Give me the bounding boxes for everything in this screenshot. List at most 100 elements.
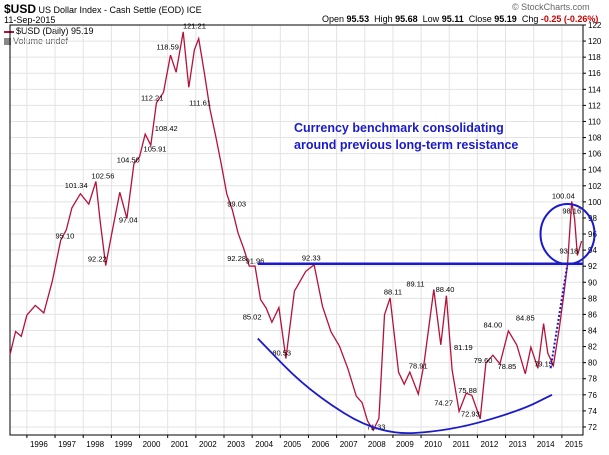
close-value: 95.19 <box>494 14 517 24</box>
price-label: 78.85 <box>498 362 517 371</box>
y-tick-label: 82 <box>588 343 597 352</box>
y-tick-label: 96 <box>588 230 597 239</box>
price-label: 85.02 <box>243 312 262 321</box>
y-tick-label: 122 <box>588 21 602 30</box>
x-tick-label: 2009 <box>396 440 414 449</box>
x-tick-label: 1996 <box>30 440 48 449</box>
x-tick-label: 1998 <box>86 440 104 449</box>
price-label: 104.50 <box>117 156 140 165</box>
plot-frame <box>9 24 584 436</box>
price-label: 71.33 <box>367 422 386 431</box>
price-label: 79.15 <box>534 359 553 368</box>
watermark: © StockCharts.com <box>512 2 590 12</box>
price-label: 112.21 <box>141 94 163 103</box>
x-tick-label: 2006 <box>312 440 330 449</box>
y-tick-label: 92 <box>588 262 597 271</box>
y-tick-label: 102 <box>588 182 602 191</box>
price-label: 88.11 <box>384 287 402 296</box>
price-label: 102.56 <box>91 171 114 180</box>
low-value: 95.11 <box>441 14 464 24</box>
y-tick-label: 100 <box>588 198 602 207</box>
x-tick-label: 2003 <box>227 440 245 449</box>
x-axis: 1996 1997 1998 1999 2000 2001 2002 2003 2004 2005… <box>26 435 583 449</box>
price-label: 97.04 <box>119 216 138 225</box>
price-label: 111.61 <box>189 99 211 108</box>
quote-bar: Open 95.53 High 95.68 Low 95.11 Close 95… <box>322 14 598 24</box>
price-label: 80.53 <box>272 348 291 357</box>
x-tick-label: 2002 <box>199 440 217 449</box>
cup-curve <box>257 337 553 435</box>
y-tick-label: 118 <box>588 53 601 62</box>
annotation-text-line: around previous long-term resistance <box>294 138 518 152</box>
y-tick-label: 110 <box>588 117 601 126</box>
y-tick-label: 116 <box>588 69 601 78</box>
y-tick-label: 108 <box>588 134 602 143</box>
price-label: 100.04 <box>552 192 575 201</box>
chart-date: 11-Sep-2015 <box>4 15 56 25</box>
x-tick-label: 2000 <box>143 440 161 449</box>
price-label: 99.03 <box>227 200 246 209</box>
y-tick-label: 80 <box>588 359 597 368</box>
x-tick-label: 2008 <box>368 440 386 449</box>
open-label: Open <box>322 14 345 24</box>
instrument-name: US Dollar Index - Cash Settle (EOD) ICE <box>38 5 202 15</box>
price-label: 78.91 <box>409 361 428 370</box>
change-value: -0.25 (-0.26%) <box>540 14 599 24</box>
y-axis: 72 74 76 78 80 82 84 86 88 90 92 94 96 98 100 102 104 106… <box>583 21 602 432</box>
y-tick-label: 86 <box>588 310 597 319</box>
price-label: 88.40 <box>436 285 455 294</box>
high-label: High <box>374 14 393 24</box>
y-tick-label: 84 <box>588 326 597 335</box>
change-label: Chg <box>521 14 539 24</box>
price-label: 101.34 <box>65 181 88 190</box>
consolidation-circle <box>539 203 596 266</box>
price-label: 81.19 <box>454 343 473 352</box>
price-label: 91.96 <box>246 256 265 265</box>
y-tick-label: 90 <box>588 278 597 287</box>
symbol: $USD <box>4 2 37 16</box>
y-tick-label: 76 <box>588 391 597 400</box>
price-label: 98.16 <box>562 207 581 216</box>
open-value: 95.53 <box>346 14 370 24</box>
legend-volume-swatch <box>4 38 11 46</box>
y-tick-label: 114 <box>588 85 601 94</box>
x-tick-label: 2001 <box>171 440 189 449</box>
price-label: 105.91 <box>144 144 167 153</box>
x-tick-label: 2010 <box>424 440 442 449</box>
chart-grid <box>10 24 583 435</box>
y-tick-label: 120 <box>588 37 602 46</box>
price-label: 74.27 <box>434 399 453 408</box>
y-tick-label: 88 <box>588 294 597 303</box>
x-tick-label: 2013 <box>509 440 527 449</box>
y-tick-label: 94 <box>588 246 597 255</box>
x-tick-label: 2012 <box>481 440 499 449</box>
y-tick-label: 72 <box>588 423 597 432</box>
x-tick-label: 2007 <box>340 440 358 449</box>
low-label: Low <box>422 14 440 24</box>
annotations: Currency benchmark consolidating around p… <box>257 121 596 435</box>
price-label: 89.11 <box>406 279 424 288</box>
x-tick-label: 2015 <box>565 440 583 449</box>
y-tick-label: 98 <box>588 214 597 223</box>
price-label: 92.33 <box>302 254 321 263</box>
chart-header: $USD US Dollar Index - Cash Settle (EOD)… <box>4 2 202 16</box>
y-tick-label: 74 <box>588 407 597 416</box>
y-tick-label: 112 <box>588 101 601 110</box>
y-tick-label: 104 <box>588 166 602 175</box>
x-tick-label: 1999 <box>114 440 132 449</box>
price-label: 75.88 <box>458 386 477 395</box>
price-label: 92.22 <box>88 254 107 263</box>
x-tick-label: 1997 <box>58 440 76 449</box>
x-tick-label: 2005 <box>283 440 301 449</box>
high-value: 95.68 <box>395 14 418 24</box>
y-tick-label: 106 <box>588 150 602 159</box>
y-tick-label: 78 <box>588 375 597 384</box>
price-label: 72.93 <box>461 409 480 418</box>
price-label: 92.28 <box>227 254 246 263</box>
dotted-trend-line <box>549 263 569 369</box>
price-series-line <box>9 31 583 432</box>
price-label: 108.42 <box>155 124 178 133</box>
close-label: Close <box>468 14 492 24</box>
